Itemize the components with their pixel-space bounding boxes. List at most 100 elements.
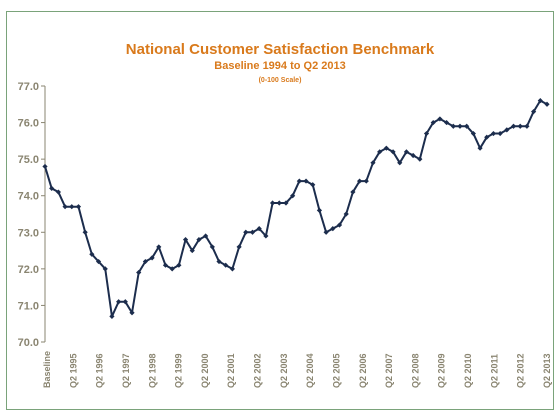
data-point <box>403 149 410 155</box>
data-point <box>510 123 517 129</box>
x-tick-label: Baseline <box>42 351 52 388</box>
data-point <box>229 266 236 272</box>
data-point <box>156 244 162 250</box>
data-point <box>142 258 148 265</box>
x-tick-label: Q2 2005 <box>331 353 341 388</box>
data-point <box>216 258 222 265</box>
data-point <box>129 310 135 316</box>
data-point <box>42 163 48 170</box>
x-tick-label: Q2 2007 <box>384 353 394 388</box>
data-point <box>196 237 202 243</box>
data-point <box>75 204 82 210</box>
x-tick-label: Q2 1996 <box>95 353 105 388</box>
data-point <box>169 266 175 272</box>
series-line <box>44 99 548 318</box>
x-tick-label: Q2 2010 <box>463 353 473 388</box>
y-axis-ticks: 70.0 71.0 72.0 73.0 74.0 75.0 76.0 77.0 <box>18 81 45 349</box>
x-axis-ticks: Baseline Q2 1995 Q2 1996 Q2 1997 Q2 1998 Q2 1… <box>42 351 552 388</box>
data-point <box>283 200 289 206</box>
data-point <box>223 262 229 268</box>
data-point <box>102 266 108 272</box>
data-point <box>537 98 543 104</box>
data-point <box>82 229 88 235</box>
data-point <box>209 244 215 250</box>
data-point <box>350 189 356 195</box>
data-point <box>89 251 95 257</box>
data-point <box>116 299 122 305</box>
data-point <box>437 116 443 122</box>
data-point <box>430 119 436 126</box>
data-point <box>470 130 476 137</box>
data-point <box>162 262 169 268</box>
data-point <box>55 189 61 195</box>
x-tick-label: Q2 2008 <box>410 353 420 388</box>
x-tick-label: Q2 1997 <box>121 353 131 388</box>
x-tick-label: Q2 2009 <box>437 353 447 388</box>
data-point <box>356 178 363 184</box>
data-point <box>330 226 336 232</box>
x-tick-label: Q2 2000 <box>200 353 210 388</box>
data-point <box>457 123 463 129</box>
data-point <box>182 237 189 243</box>
x-tick-label: Q2 2013 <box>542 353 552 388</box>
data-point <box>236 244 242 250</box>
data-point <box>524 123 530 129</box>
data-point <box>276 200 282 206</box>
data-point <box>336 222 343 228</box>
data-point <box>383 145 389 151</box>
data-point <box>544 101 550 107</box>
data-point <box>249 229 256 235</box>
data-point <box>450 123 456 129</box>
data-point <box>256 226 262 232</box>
data-point <box>464 123 470 129</box>
chart-scale-note: (0-100 Scale) <box>259 77 302 84</box>
data-point <box>136 269 142 276</box>
data-point <box>484 134 490 140</box>
chart-title: National Customer Satisfaction Benchmark <box>126 41 435 58</box>
data-point <box>504 127 510 133</box>
data-point <box>323 229 329 235</box>
y-tick-label: 76.0 <box>18 118 39 130</box>
x-tick-label: Q2 2003 <box>279 353 289 388</box>
y-tick-label: 73.0 <box>18 227 39 239</box>
x-tick-label: Q2 2006 <box>358 353 368 388</box>
data-point <box>377 149 383 155</box>
data-point <box>310 182 316 188</box>
data-point <box>203 233 209 239</box>
data-point <box>95 258 102 265</box>
data-point <box>497 130 503 137</box>
x-tick-label: Q2 2004 <box>305 353 315 388</box>
data-point <box>517 123 523 129</box>
data-point <box>303 178 309 184</box>
data-point <box>243 229 249 235</box>
data-point <box>290 193 296 199</box>
x-tick-label: Q2 1999 <box>174 353 184 388</box>
y-tick-label: 70.0 <box>18 337 39 349</box>
x-tick-label: Q2 1998 <box>147 353 157 388</box>
y-tick-label: 77.0 <box>18 81 39 93</box>
data-point <box>490 130 497 137</box>
x-tick-label: Q2 2012 <box>516 353 526 388</box>
data-point <box>444 119 450 126</box>
data-point <box>263 233 269 239</box>
data-point <box>62 204 68 210</box>
y-tick-label: 75.0 <box>18 154 39 166</box>
x-tick-label: Q2 1995 <box>68 353 78 388</box>
data-point <box>69 204 75 210</box>
data-point <box>531 109 537 115</box>
data-point <box>417 156 423 162</box>
y-tick-label: 74.0 <box>18 191 39 203</box>
data-point <box>149 255 155 261</box>
chart-subtitle: Baseline 1994 to Q2 2013 <box>214 60 345 72</box>
data-point <box>296 178 302 184</box>
data-point <box>189 247 195 254</box>
series-layer <box>42 98 550 319</box>
y-tick-label: 72.0 <box>18 264 39 276</box>
data-point <box>390 149 396 155</box>
data-point <box>343 211 349 217</box>
data-point <box>477 145 483 151</box>
data-point <box>423 130 430 137</box>
data-point <box>176 262 182 268</box>
